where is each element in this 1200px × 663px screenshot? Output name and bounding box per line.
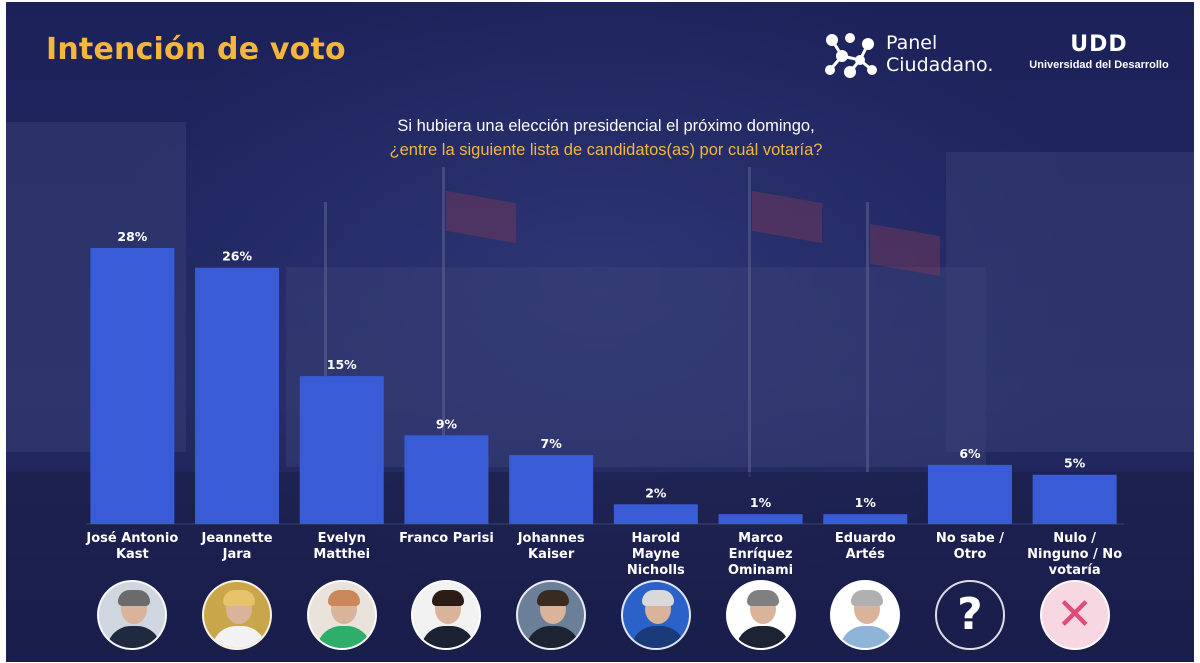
bar-8	[927, 464, 1012, 524]
cross-icon-glyph: ✕	[1056, 589, 1094, 640]
category-label: Franco Parisi	[399, 531, 494, 546]
category-label: Nulo /	[1053, 531, 1096, 546]
bar-value-label: 28%	[117, 229, 147, 244]
category-label: Johannes	[517, 531, 585, 546]
category-label: Marco	[738, 531, 783, 546]
enriquez-ominami-avatar	[725, 580, 796, 650]
bar-1	[195, 267, 280, 524]
question-mark-icon-glyph: ?	[957, 589, 983, 640]
category-label: Kaiser	[528, 547, 575, 562]
question-mark-icon: ?	[934, 580, 1005, 650]
question-line-1: Si hubiera una elección presidencial el …	[397, 117, 815, 135]
category-label: José Antonio	[85, 531, 178, 546]
category-label: Ninguno / No	[1027, 547, 1122, 562]
question-line-2: ¿entre la siguiente lista de candidatos(…	[389, 141, 823, 159]
background-flagpole	[442, 167, 445, 467]
bar-5	[613, 504, 698, 524]
background-flagpole	[748, 167, 751, 477]
panel-ciudadano-dots-icon	[825, 33, 877, 78]
category-label: No sabe /	[936, 531, 1004, 546]
avatar-hair	[851, 590, 884, 606]
background-palace	[286, 267, 986, 467]
avatar-hair	[746, 590, 779, 606]
category-label: Kast	[116, 547, 149, 562]
slide: Intención de voto Panel Ciudadano. UDD U…	[6, 2, 1194, 662]
artes-avatar	[830, 580, 901, 650]
category-label: Ominami	[728, 563, 793, 578]
avatar-body	[840, 626, 895, 648]
avatar-body	[212, 626, 267, 648]
kaiser-avatar	[516, 580, 587, 650]
bar-value-label: 6%	[959, 446, 981, 461]
udd-logo: UDD Universidad del Desarrollo	[1024, 32, 1174, 78]
kast-avatar	[97, 580, 168, 650]
bar-7	[823, 514, 908, 524]
parisi-avatar	[411, 580, 482, 650]
category-label: Otro	[954, 547, 987, 562]
bar-value-label: 1%	[750, 495, 772, 510]
avatar-body	[735, 626, 790, 648]
category-label: Jara	[222, 547, 252, 562]
background-flagpole	[324, 202, 327, 462]
bar-4	[509, 455, 594, 524]
background-building-right	[946, 152, 1194, 452]
logo-text-panel: Panel	[886, 32, 938, 54]
bar-value-label: 9%	[436, 416, 458, 431]
panel-ciudadano-logo: Panel Ciudadano.	[822, 30, 1017, 80]
avatar-hair	[537, 590, 570, 606]
bar-value-label: 1%	[855, 495, 877, 510]
avatar-body	[316, 626, 371, 648]
bar-value-label: 26%	[222, 249, 252, 264]
avatar-hair	[223, 590, 256, 606]
avatar-hair	[118, 590, 151, 606]
category-label: Artés	[846, 547, 886, 562]
category-label: Eduardo	[835, 531, 896, 546]
avatar-body	[526, 626, 581, 648]
bar-0	[90, 248, 175, 524]
page-title: Intención de voto	[46, 32, 346, 67]
bar-value-label: 5%	[1064, 456, 1086, 471]
avatar-body	[421, 626, 476, 648]
background-flagpole	[866, 202, 869, 472]
udd-logo-subtitle: Universidad del Desarrollo	[1029, 59, 1169, 71]
jara-avatar	[202, 580, 273, 650]
category-label: votaría	[1049, 563, 1101, 578]
bar-9	[1032, 474, 1117, 524]
matthei-avatar	[306, 580, 377, 650]
category-label: Jeannette	[201, 531, 273, 546]
avatar-body	[630, 626, 685, 648]
category-label: Enríquez	[729, 547, 793, 562]
category-label: Harold	[631, 531, 680, 546]
bar-value-label: 7%	[541, 436, 563, 451]
category-label: Mayne	[632, 547, 680, 562]
bar-2	[299, 376, 384, 524]
bar-value-label: 2%	[645, 485, 667, 500]
bar-6	[718, 514, 803, 524]
category-label: Evelyn	[318, 531, 366, 546]
category-label: Matthei	[313, 547, 370, 562]
category-label: Nicholls	[627, 563, 685, 578]
bar-value-label: 15%	[327, 357, 357, 372]
udd-logo-mark: UDD	[1070, 32, 1128, 57]
bar-3	[404, 435, 489, 524]
avatar-hair	[327, 590, 360, 606]
logo-text-ciudadano: Ciudadano.	[886, 54, 994, 76]
candidate-avatars: ? ✕	[6, 580, 1194, 654]
avatar-hair	[432, 590, 465, 606]
avatar-hair	[641, 590, 674, 606]
survey-question: Si hubiera una elección presidencial el …	[326, 114, 886, 162]
mayne-nicholls-avatar	[620, 580, 691, 650]
cross-icon: ✕	[1039, 580, 1110, 650]
avatar-body	[107, 626, 162, 648]
